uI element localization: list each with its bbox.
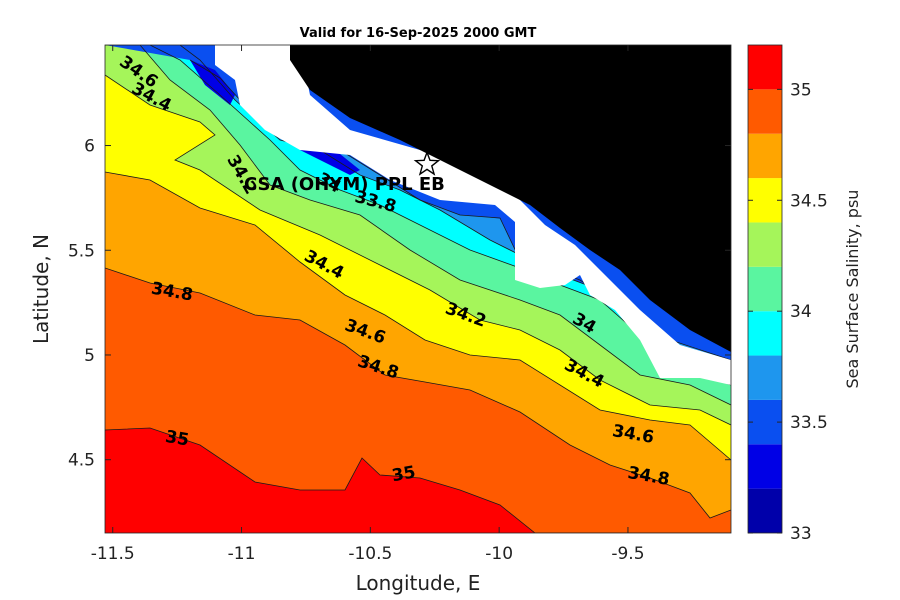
land-layer (215, 45, 731, 385)
colorbar-swatch-3 (748, 355, 782, 400)
x-tick-label: -10 (485, 544, 513, 564)
colorbar-swatch-6 (748, 222, 782, 267)
colorbar-swatch-7 (748, 178, 782, 223)
colorbar-swatch-8 (748, 133, 782, 179)
colorbar: 33 33.5 34 34.5 35 (747, 44, 828, 544)
contour-line-34.4 (105, 74, 731, 426)
colorbar-tick-label: 33.5 (790, 413, 828, 433)
band-33.4 (430, 200, 510, 220)
band-33.2 (190, 60, 235, 105)
contour-line-34.2 (105, 45, 731, 406)
y-axis-ticks: 4.5 5 5.5 6 (68, 137, 731, 471)
colorbar-tick-label: 34.5 (790, 191, 828, 211)
x-axis-label: Longitude, E (356, 571, 481, 595)
plot-frame (104, 44, 732, 534)
station-layer: CSA (OHYM) PPL EB (244, 150, 445, 195)
colorbar-swatch-9 (748, 89, 782, 134)
x-axis-ticks: -11.5 -11 -10.5 -10 -9.5 (91, 45, 645, 564)
colorbar-swatch-2 (748, 399, 782, 445)
contour-label: 35 (390, 462, 417, 486)
chart-title: Valid for 16-Sep-2025 2000 GMT (300, 26, 537, 41)
colorbar-frame (747, 44, 783, 534)
station-star-marker (413, 150, 441, 176)
x-tick-label: -11 (228, 544, 256, 564)
contour-line-34.6 (105, 171, 731, 461)
colorbar-tick-label: 34 (790, 302, 812, 322)
y-tick-label: 5.5 (68, 241, 95, 261)
colorbar-swatch-4 (748, 311, 782, 356)
land (290, 45, 731, 352)
colorbar-tick-label: 35 (790, 80, 812, 100)
y-tick-label: 4.5 (68, 451, 95, 471)
x-tick-label: -11.5 (91, 544, 135, 564)
colorbar-label: Sea Surface Salinity, psu (843, 190, 862, 389)
colorbar-swatch-10 (748, 45, 782, 90)
x-tick-label: -10.5 (348, 544, 392, 564)
colorbar-tick-label: 33 (790, 524, 812, 544)
y-tick-label: 6 (84, 137, 95, 157)
y-axis-label: Latitude, N (29, 234, 53, 344)
band-33.2 (300, 150, 360, 175)
station-label: CSA (OHYM) PPL EB (244, 174, 445, 195)
colorbar-swatch-0 (748, 488, 782, 533)
colorbar-swatch-1 (748, 444, 782, 489)
y-tick-label: 5 (84, 346, 95, 366)
x-tick-label: -9.5 (611, 544, 644, 564)
no-data-region (215, 45, 731, 385)
contour-line-34.8 (105, 267, 731, 519)
contour-line-35.0 (105, 427, 731, 533)
colorbar-swatch-5 (748, 266, 782, 312)
contour-label: 35 (164, 427, 191, 451)
